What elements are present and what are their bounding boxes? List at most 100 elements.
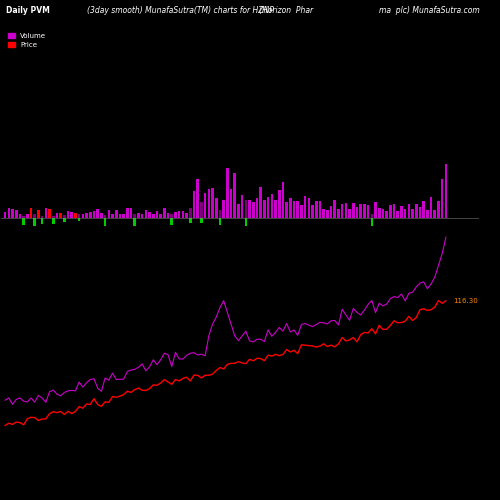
Bar: [189, 218, 192, 222]
Bar: [274, 200, 277, 218]
Legend: Volume, Price: Volume, Price: [5, 30, 49, 51]
Bar: [52, 216, 54, 218]
Bar: [348, 208, 351, 218]
Bar: [256, 198, 258, 218]
Bar: [122, 214, 125, 218]
Text: (3day smooth) MunafaSutra(TM) charts for HZNP: (3day smooth) MunafaSutra(TM) charts for…: [88, 6, 274, 16]
Bar: [400, 206, 402, 218]
Bar: [111, 214, 114, 218]
Bar: [367, 206, 370, 218]
Bar: [311, 205, 314, 218]
Bar: [60, 214, 62, 218]
Bar: [78, 218, 80, 221]
Bar: [237, 204, 240, 218]
Bar: [382, 209, 384, 218]
Bar: [104, 218, 106, 226]
Bar: [200, 202, 202, 218]
Bar: [34, 214, 36, 218]
Bar: [226, 168, 228, 218]
Bar: [267, 198, 270, 218]
Bar: [134, 214, 136, 218]
Bar: [396, 211, 399, 218]
Bar: [182, 211, 184, 218]
Bar: [204, 193, 206, 218]
Bar: [260, 187, 262, 218]
Bar: [426, 210, 428, 218]
Bar: [344, 203, 347, 218]
Bar: [337, 208, 340, 218]
Bar: [248, 200, 251, 218]
Bar: [252, 202, 254, 218]
Bar: [126, 208, 128, 218]
Bar: [137, 212, 140, 218]
Bar: [422, 201, 425, 218]
Bar: [278, 190, 280, 218]
Text: ma  plc) MunafaSutra.com: ma plc) MunafaSutra.com: [379, 6, 480, 16]
Bar: [15, 210, 18, 218]
Bar: [118, 214, 121, 218]
Bar: [412, 209, 414, 218]
Bar: [37, 210, 40, 218]
Bar: [56, 214, 58, 218]
Bar: [392, 204, 396, 218]
Bar: [230, 189, 232, 218]
Bar: [100, 214, 102, 218]
Bar: [70, 212, 73, 218]
Bar: [441, 178, 444, 218]
Bar: [318, 202, 322, 218]
Bar: [189, 208, 192, 218]
Bar: [211, 188, 214, 218]
Bar: [222, 200, 225, 218]
Bar: [160, 214, 162, 218]
Bar: [178, 211, 180, 218]
Bar: [334, 200, 336, 218]
Bar: [104, 214, 106, 218]
Bar: [215, 198, 218, 218]
Bar: [326, 210, 328, 218]
Text: 116.30: 116.30: [454, 298, 478, 304]
Bar: [218, 210, 221, 218]
Bar: [430, 196, 432, 218]
Bar: [170, 214, 173, 218]
Bar: [148, 212, 151, 218]
Bar: [78, 214, 80, 218]
Bar: [352, 203, 354, 218]
Bar: [11, 210, 14, 218]
Bar: [4, 212, 6, 218]
Bar: [89, 212, 92, 218]
Bar: [300, 205, 302, 218]
Bar: [282, 182, 284, 218]
Bar: [244, 200, 247, 218]
Bar: [360, 204, 362, 218]
Bar: [34, 218, 36, 226]
Bar: [322, 208, 325, 218]
Bar: [196, 178, 199, 218]
Bar: [141, 214, 144, 218]
Bar: [86, 212, 88, 218]
Bar: [370, 214, 373, 218]
Bar: [270, 194, 273, 218]
Bar: [218, 218, 221, 226]
Bar: [286, 202, 288, 218]
Bar: [356, 207, 358, 218]
Bar: [115, 210, 117, 218]
Bar: [244, 218, 247, 226]
Bar: [48, 208, 51, 218]
Bar: [41, 216, 43, 218]
Bar: [130, 208, 132, 218]
Bar: [82, 214, 84, 218]
Bar: [74, 212, 77, 218]
Bar: [208, 190, 210, 218]
Bar: [418, 207, 422, 218]
Bar: [378, 208, 380, 218]
Bar: [22, 216, 25, 218]
Bar: [63, 216, 66, 218]
Bar: [63, 218, 66, 222]
Bar: [192, 191, 196, 218]
Bar: [370, 218, 373, 226]
Bar: [341, 204, 344, 218]
Bar: [92, 212, 96, 218]
Bar: [304, 196, 306, 218]
Bar: [163, 208, 166, 218]
Bar: [389, 204, 392, 218]
